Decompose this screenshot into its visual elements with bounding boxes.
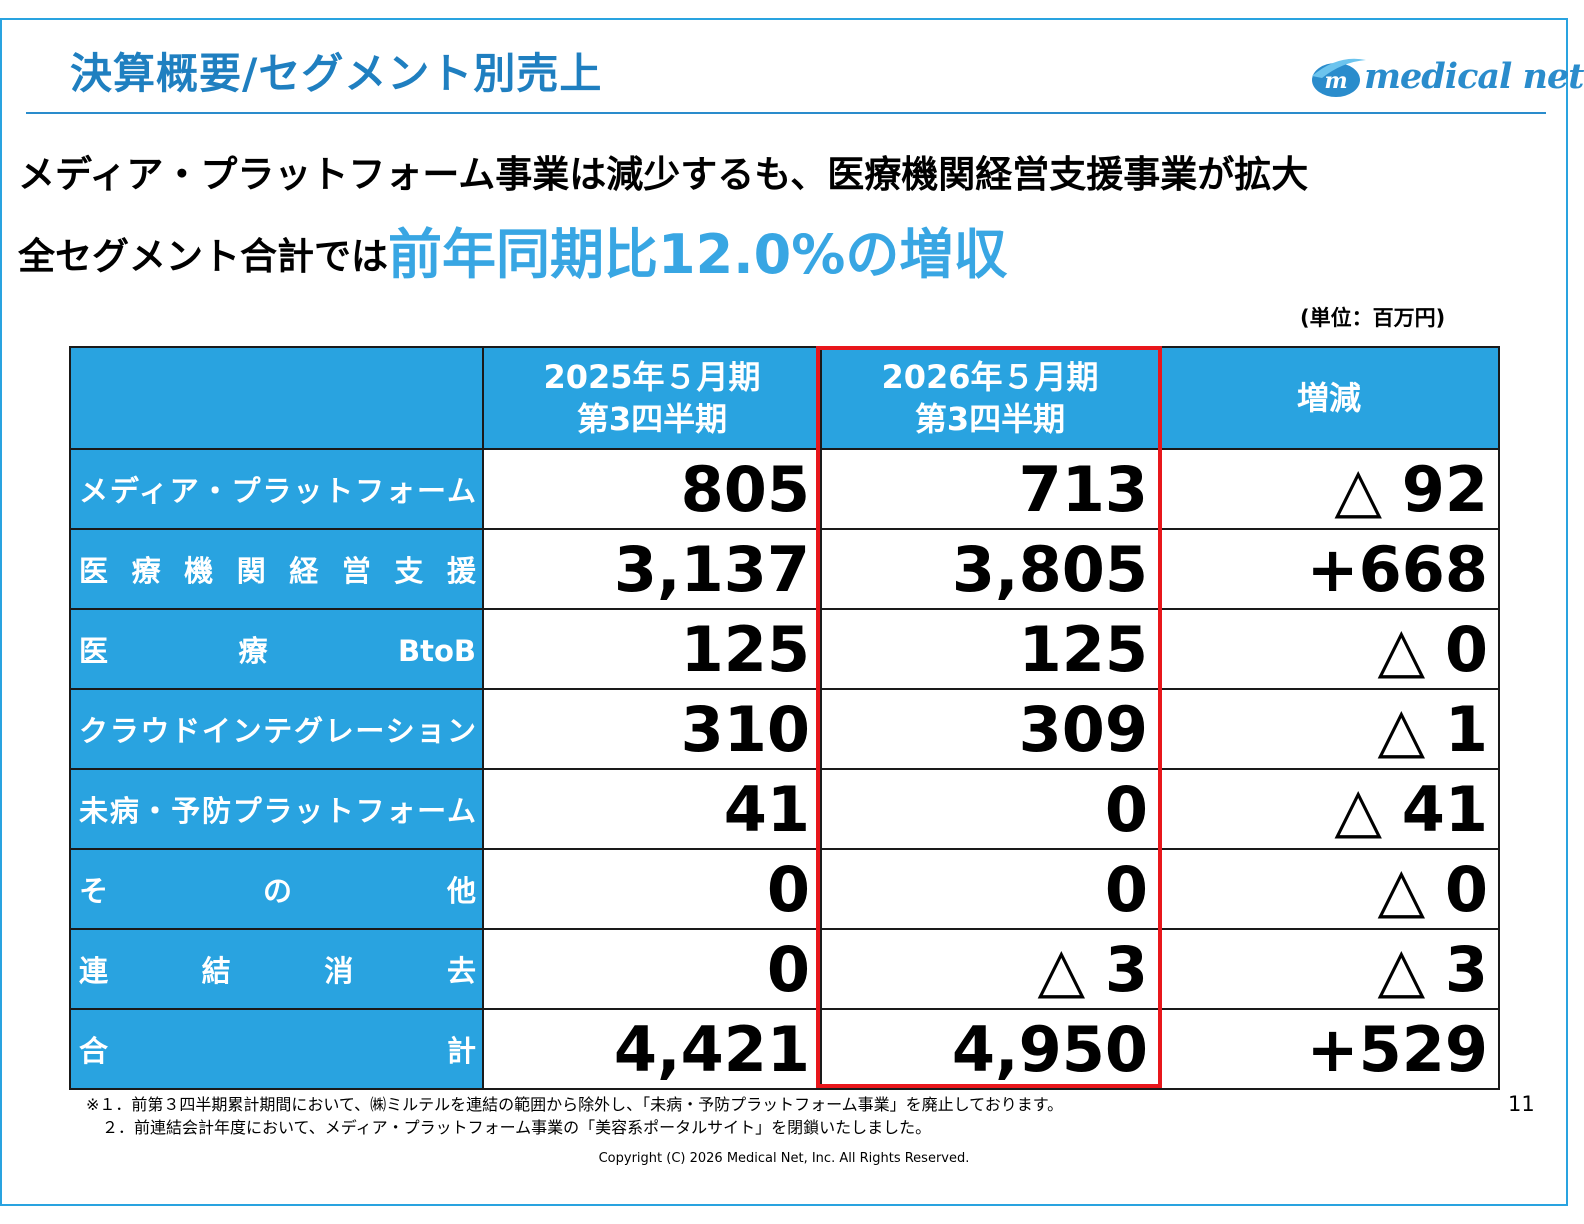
headline-line-2: 全セグメント合計では前年同期比12.0%の増収 <box>18 210 1007 289</box>
copyright-notice: Copyright (C) 2026 Medical Net, Inc. All… <box>598 1151 970 1166</box>
curr-value: 3 <box>1104 932 1148 1006</box>
header-change-text: 増減 <box>1296 379 1361 417</box>
segment-label: 医療機関経営支援 <box>79 554 476 588</box>
table-row: 未病・予防プラットフォーム 41 0 △ 41 <box>69 768 1500 850</box>
decrease-triangle-icon: △ <box>1334 772 1402 846</box>
prev-value: 805 <box>482 448 822 530</box>
change-value: 0 <box>1444 852 1488 926</box>
curr-value-cell: 125 <box>820 608 1160 690</box>
table-row: 医療機関経営支援 3,137 3,805 +668 <box>69 528 1500 610</box>
header-prev-period: 2025年５月期 第3四半期 <box>482 346 822 450</box>
curr-value: 3,805 <box>951 532 1148 606</box>
table-header-row: 2025年５月期 第3四半期 2026年５月期 第3四半期 増減 <box>69 346 1500 450</box>
prev-value: 0 <box>482 848 822 930</box>
curr-value-cell: 0 <box>820 768 1160 850</box>
segment-label-cell: 医療機関経営支援 <box>69 528 484 610</box>
decrease-triangle-icon: △ <box>1334 452 1402 526</box>
decrease-triangle-icon: △ <box>1377 852 1445 926</box>
curr-value-cell: △ 3 <box>820 928 1160 1010</box>
change-value: 92 <box>1401 452 1488 526</box>
table-row: その他 0 0 △ 0 <box>69 848 1500 930</box>
segment-label-cell: 医療BtoB <box>69 608 484 690</box>
decrease-triangle-icon: △ <box>1377 932 1445 1006</box>
prev-value: 41 <box>482 768 822 850</box>
change-value-cell: △ 41 <box>1158 768 1500 850</box>
change-value-cell: △ 92 <box>1158 448 1500 530</box>
slide-title: 決算概要/セグメント別売上 <box>70 49 603 98</box>
segment-label-cell: クラウドインテグレーション <box>69 688 484 770</box>
change-value: 0 <box>1444 612 1488 686</box>
header-prev-text: 2025年５月期 第3四半期 <box>543 358 761 438</box>
logo-mark-icon: m <box>1312 58 1366 97</box>
footnote-1: ※１．前第３四半期累計期間において、㈱ミルテルを連結の範囲から除外し、「未病・予… <box>86 1095 1064 1114</box>
change-value-cell: △ 1 <box>1158 688 1500 770</box>
segment-label: 未病・予防プラットフォーム <box>79 794 476 828</box>
segment-label: 連結消去 <box>79 954 476 988</box>
slide-frame <box>0 18 1568 1206</box>
curr-value: 309 <box>1018 692 1148 766</box>
prev-value: 3,137 <box>482 528 822 610</box>
segment-label: クラウドインテグレーション <box>79 714 476 748</box>
unit-label: (単位：百万円) <box>1300 306 1446 330</box>
curr-value-cell: 3,805 <box>820 528 1160 610</box>
prev-value: 0 <box>482 928 822 1010</box>
table-row: 医療BtoB 125 125 △ 0 <box>69 608 1500 690</box>
table-row: クラウドインテグレーション 310 309 △ 1 <box>69 688 1500 770</box>
change-value-cell: △ 0 <box>1158 848 1500 930</box>
change-value: +529 <box>1306 1012 1488 1086</box>
segment-label: その他 <box>79 874 476 908</box>
headline-growth-highlight: 前年同期比12.0%の増収 <box>388 223 1008 286</box>
prev-value: 4,421 <box>482 1008 822 1090</box>
decrease-triangle-icon: △ <box>1377 612 1445 686</box>
curr-value-cell: 309 <box>820 688 1160 770</box>
curr-value-cell: 0 <box>820 848 1160 930</box>
prev-value: 125 <box>482 608 822 690</box>
footnotes: ※１．前第３四半期累計期間において、㈱ミルテルを連結の範囲から除外し、「未病・予… <box>86 1093 1063 1139</box>
medical-net-logo: m medical net <box>1308 50 1584 106</box>
curr-value: 713 <box>1018 452 1148 526</box>
table-body: メディア・プラットフォーム 805 713 △ 92 医療機関経営支援 3,137 3,80… <box>69 448 1500 1090</box>
header-curr-text: 2026年５月期 第3四半期 <box>881 358 1099 438</box>
table-row: 合計 4,421 4,950 +529 <box>69 1008 1500 1090</box>
prev-value: 310 <box>482 688 822 770</box>
segment-label-cell: その他 <box>69 848 484 930</box>
curr-value-cell: 713 <box>820 448 1160 530</box>
change-value-cell: +529 <box>1158 1008 1500 1090</box>
header-curr-period: 2026年５月期 第3四半期 <box>820 346 1160 450</box>
header-change: 増減 <box>1158 346 1500 450</box>
headline-line-1: メディア・プラットフォーム事業は減少するも、医療機関経営支援事業が拡大 <box>18 153 1309 196</box>
change-value: 1 <box>1444 692 1488 766</box>
segment-label: 医療BtoB <box>79 634 476 668</box>
curr-value: 0 <box>1104 772 1148 846</box>
segment-label-cell: 合計 <box>69 1008 484 1090</box>
curr-value: 125 <box>1018 612 1148 686</box>
footnote-2: ２．前連結会計年度において、メディア・プラットフォーム事業の「美容系ポータルサイ… <box>86 1118 932 1137</box>
change-value: 3 <box>1444 932 1488 1006</box>
curr-value-cell: 4,950 <box>820 1008 1160 1090</box>
segment-label-cell: 未病・予防プラットフォーム <box>69 768 484 850</box>
change-value: 41 <box>1401 772 1488 846</box>
segment-label: 合計 <box>79 1034 476 1068</box>
table-row: 連結消去 0 △ 3 △ 3 <box>69 928 1500 1010</box>
header-blank <box>69 346 484 450</box>
curr-value: 4,950 <box>951 1012 1148 1086</box>
page-number: 11 <box>1508 1092 1535 1116</box>
logo-wordmark: medical net <box>1364 56 1584 97</box>
segment-label: メディア・プラットフォーム <box>79 474 476 508</box>
title-divider <box>26 112 1546 114</box>
table-row: メディア・プラットフォーム 805 713 △ 92 <box>69 448 1500 530</box>
segment-label-cell: メディア・プラットフォーム <box>69 448 484 530</box>
change-value-cell: +668 <box>1158 528 1500 610</box>
change-value: +668 <box>1306 532 1488 606</box>
curr-value: 0 <box>1104 852 1148 926</box>
decrease-triangle-icon: △ <box>1377 692 1445 766</box>
headline-line-2-prefix: 全セグメント合計では <box>18 235 388 278</box>
segment-sales-table: 2025年５月期 第3四半期 2026年５月期 第3四半期 増減 メディア・プラ… <box>69 346 1500 1090</box>
segment-label-cell: 連結消去 <box>69 928 484 1010</box>
logo-mark-letter: m <box>1324 68 1347 94</box>
change-value-cell: △ 0 <box>1158 608 1500 690</box>
decrease-triangle-icon: △ <box>1037 932 1105 1006</box>
change-value-cell: △ 3 <box>1158 928 1500 1010</box>
